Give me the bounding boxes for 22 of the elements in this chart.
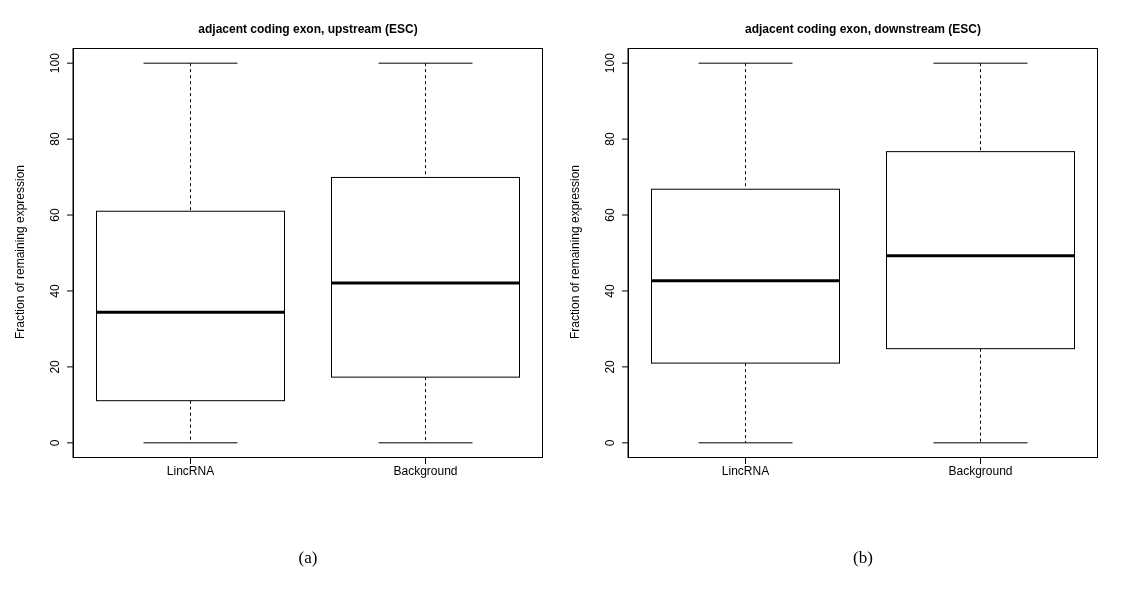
x-tick-label: Background [948,463,1013,478]
y-tick-label: 60 [48,208,62,222]
text: (b) [852,548,874,568]
y-tick-label: 40 [603,283,617,298]
y-tick-label: 100 [603,52,617,74]
y-tick-label: 80 [48,132,62,146]
y-tick-label: 40 [48,283,62,298]
x-tick-label: Background [393,463,458,478]
text: (a) [297,548,319,568]
chart-title: adjacent coding exon, downstream (ESC) [743,22,982,36]
y-tick-label: 0 [48,439,62,447]
x-tick-label: LincRNA [721,463,770,478]
y-tick-label: 80 [603,132,617,146]
y-tick-label: 100 [48,52,62,74]
y-tick-label: 0 [603,439,617,447]
y-tick-label: 20 [48,359,62,374]
x-tick-label: LincRNA [166,463,215,478]
y-axis-title: Fraction of remaining expression [568,163,582,342]
y-tick-label: 60 [603,208,617,222]
y-tick-label: 20 [603,359,617,374]
y-axis-title: Fraction of remaining expression [13,163,27,342]
chart-title: adjacent coding exon, upstream (ESC) [197,22,419,36]
